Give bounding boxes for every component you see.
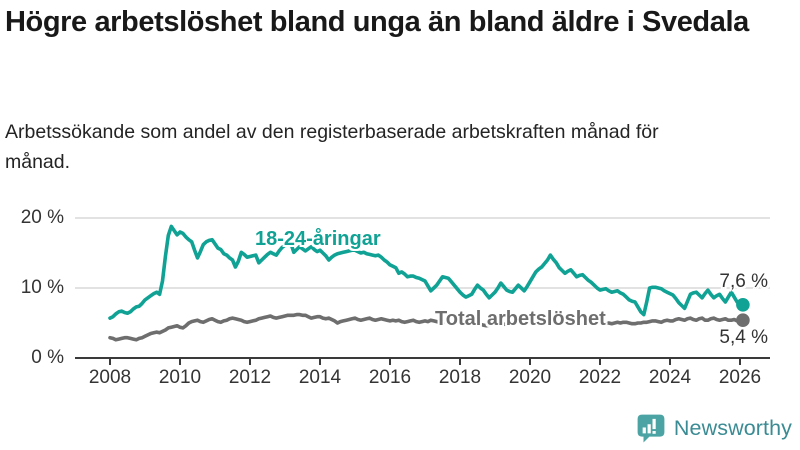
branding: Newsworthy bbox=[636, 413, 792, 443]
bar-chart-glyph bbox=[642, 418, 656, 434]
x-tick-label: 2014 bbox=[298, 367, 342, 388]
x-tick-label: 2026 bbox=[718, 367, 762, 388]
x-axis-labels: 2008 2010 2012 2014 2016 2018 2020 2022 2024 2026 bbox=[0, 367, 800, 391]
y-axis-label-10: 10 % bbox=[20, 277, 64, 298]
series-label-total: Total arbetslöshet bbox=[435, 308, 606, 330]
series-line-1 bbox=[108, 312, 745, 342]
newsworthy-logo-icon bbox=[637, 414, 665, 443]
end-value-total: 5,4 % bbox=[719, 327, 768, 348]
y-axis-label-0: 0 % bbox=[31, 347, 64, 368]
y-axis-label-20: 20 % bbox=[20, 207, 64, 228]
series-line-0 bbox=[108, 224, 745, 320]
x-tick-label: 2022 bbox=[578, 367, 622, 388]
series-label-young: 18-24-åringar bbox=[255, 228, 381, 250]
newsworthy-logo-text: Newsworthy bbox=[673, 415, 792, 440]
speech-bubble-shape bbox=[637, 414, 665, 443]
series-end-dot-0 bbox=[736, 298, 750, 312]
x-tick-label: 2016 bbox=[368, 367, 412, 388]
x-tick-label: 2020 bbox=[508, 367, 552, 388]
x-tick-label: 2024 bbox=[648, 367, 692, 388]
x-tick-label: 2008 bbox=[88, 367, 132, 388]
series-end-dot-1 bbox=[736, 313, 750, 328]
end-value-young: 7,6 % bbox=[719, 271, 768, 292]
page-title: Högre arbetslöshet bland unga än bland ä… bbox=[5, 6, 749, 38]
x-tick-label: 2010 bbox=[158, 367, 202, 388]
page-subtitle: Arbetssökande som andel av den registerb… bbox=[5, 121, 659, 173]
x-tick-label: 2012 bbox=[228, 367, 272, 388]
x-tick-label: 2018 bbox=[438, 367, 482, 388]
